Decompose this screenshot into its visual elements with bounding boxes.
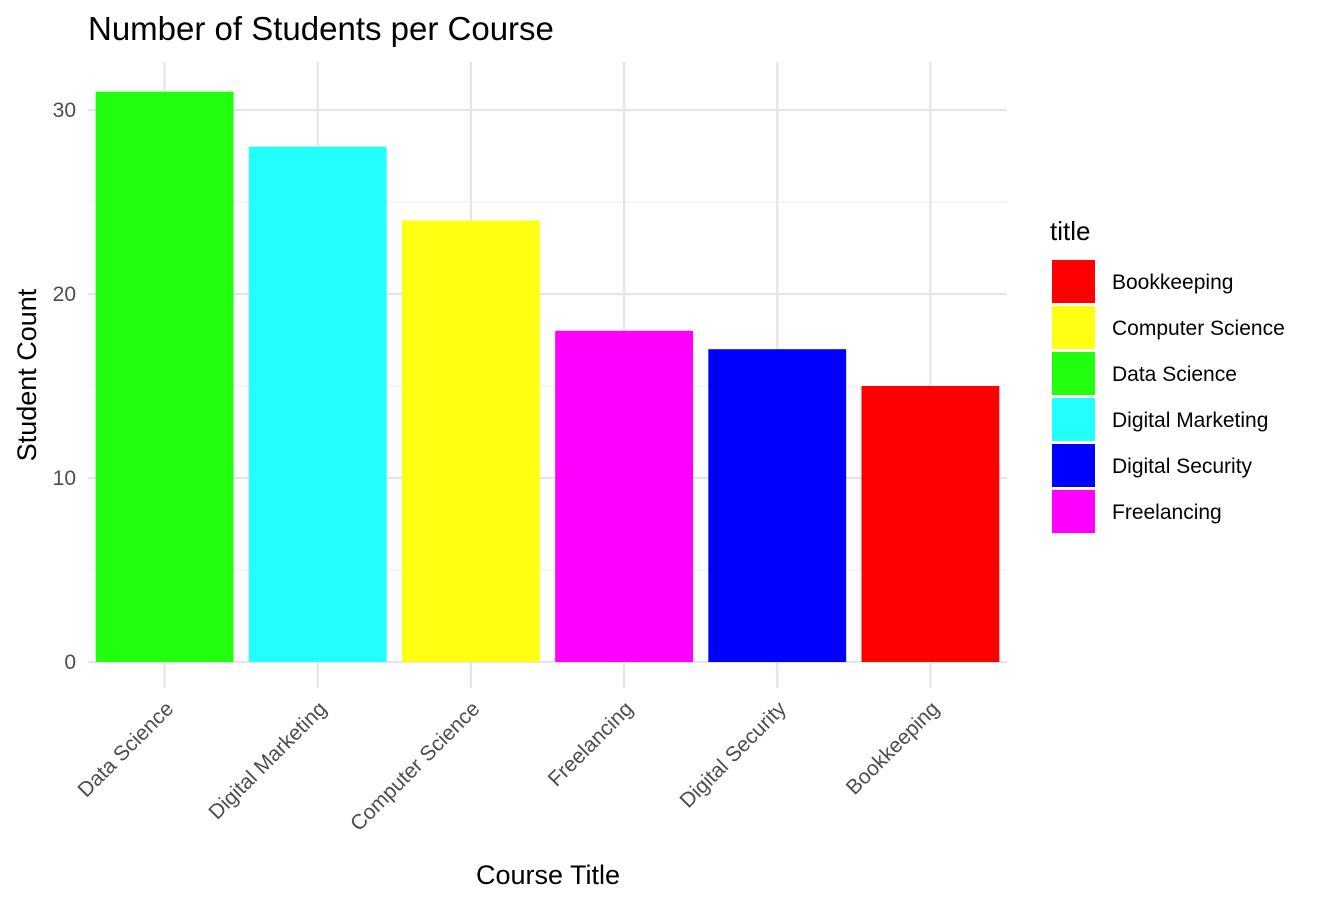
bar: [861, 386, 1000, 662]
y-axis-ticks: 0 10 20 30: [53, 99, 76, 674]
bar: [248, 146, 387, 663]
x-tick-label: Data Science: [74, 697, 179, 802]
legend-swatch: [1052, 306, 1095, 349]
chart-title: Number of Students per Course: [88, 10, 554, 47]
legend-item-label: Data Science: [1112, 363, 1237, 386]
legend-swatch: [1052, 444, 1095, 487]
legend-item-label: Computer Science: [1112, 317, 1285, 340]
legend-item-label: Digital Security: [1112, 455, 1253, 478]
y-tick-label: 0: [64, 651, 76, 674]
y-tick-label: 20: [53, 283, 76, 306]
x-tick-label: Digital Security: [675, 697, 791, 813]
bar: [555, 330, 694, 662]
legend-title: title: [1050, 216, 1090, 246]
legend-swatch: [1052, 260, 1095, 303]
x-tick-label: Bookkeeping: [842, 697, 944, 799]
legend-swatch: [1052, 490, 1095, 533]
y-axis-title: Student Count: [12, 288, 42, 461]
legend: title Bookkeeping Computer Science Data Sc…: [1050, 216, 1285, 533]
x-axis-ticks: Data Science Digital Marketing Computer Sc…: [74, 697, 944, 836]
y-tick-label: 30: [53, 99, 76, 122]
x-tick-label: Digital Marketing: [204, 697, 331, 824]
legend-swatch: [1052, 352, 1095, 395]
x-axis-title: Course Title: [476, 860, 620, 890]
legend-item-label: Freelancing: [1112, 501, 1222, 524]
y-tick-label: 10: [53, 467, 76, 490]
x-tick-label: Computer Science: [346, 697, 484, 835]
legend-item-label: Digital Marketing: [1112, 409, 1268, 432]
bar-series: [95, 91, 1000, 663]
bar: [95, 91, 234, 663]
legend-item-label: Bookkeeping: [1112, 271, 1233, 294]
bar: [708, 349, 847, 662]
bar: [401, 220, 540, 662]
x-tick-label: Freelancing: [544, 697, 638, 791]
legend-swatch: [1052, 398, 1095, 441]
